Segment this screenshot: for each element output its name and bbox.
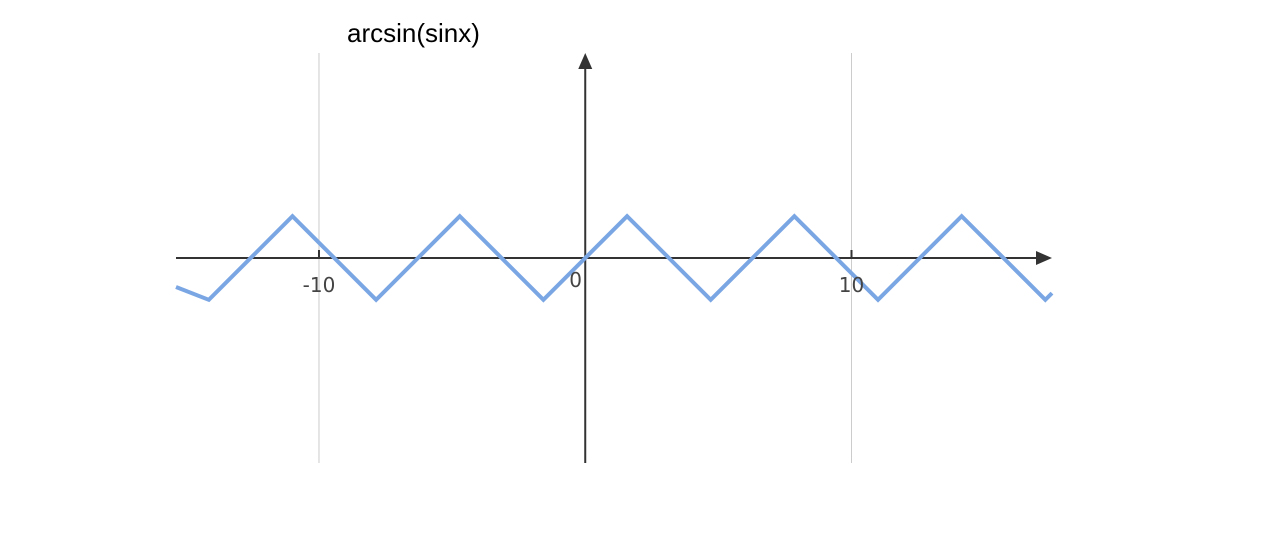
- y-axis-arrow: [578, 53, 593, 69]
- series-line: [175, 213, 1054, 303]
- chart-title: arcsin(sinx): [347, 18, 480, 48]
- x-tick-label: 10: [839, 273, 864, 297]
- axes-layer: [176, 53, 1052, 463]
- series-layer: [175, 213, 1054, 303]
- tick-labels: -10 0 10: [303, 268, 865, 297]
- x-axis-arrow: [1036, 251, 1052, 265]
- x-tick-label: -10: [303, 273, 336, 297]
- x-tick-label: 0: [569, 268, 582, 292]
